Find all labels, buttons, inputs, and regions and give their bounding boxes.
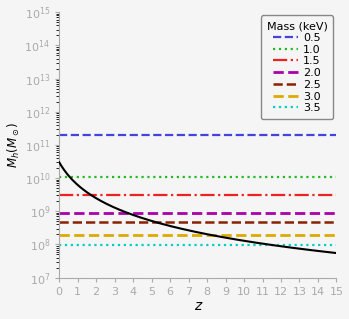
3.0 xyxy=(76,233,80,237)
1.0 xyxy=(76,175,80,179)
2.0 xyxy=(57,211,61,215)
2.5 xyxy=(76,220,80,224)
2.5 xyxy=(57,220,61,224)
0.5 xyxy=(76,133,80,137)
2.0 xyxy=(76,211,80,215)
3.5 xyxy=(57,243,61,247)
3.0 xyxy=(57,233,61,237)
0.5 xyxy=(57,133,61,137)
Y-axis label: $M_h(M_\odot)$: $M_h(M_\odot)$ xyxy=(6,122,22,168)
1.5 xyxy=(76,193,80,197)
3.5 xyxy=(76,243,80,247)
X-axis label: z: z xyxy=(194,300,201,314)
1.5 xyxy=(57,193,61,197)
1.0 xyxy=(57,175,61,179)
Legend: 0.5, 1.0, 1.5, 2.0, 2.5, 3.0, 3.5: 0.5, 1.0, 1.5, 2.0, 2.5, 3.0, 3.5 xyxy=(261,16,333,119)
